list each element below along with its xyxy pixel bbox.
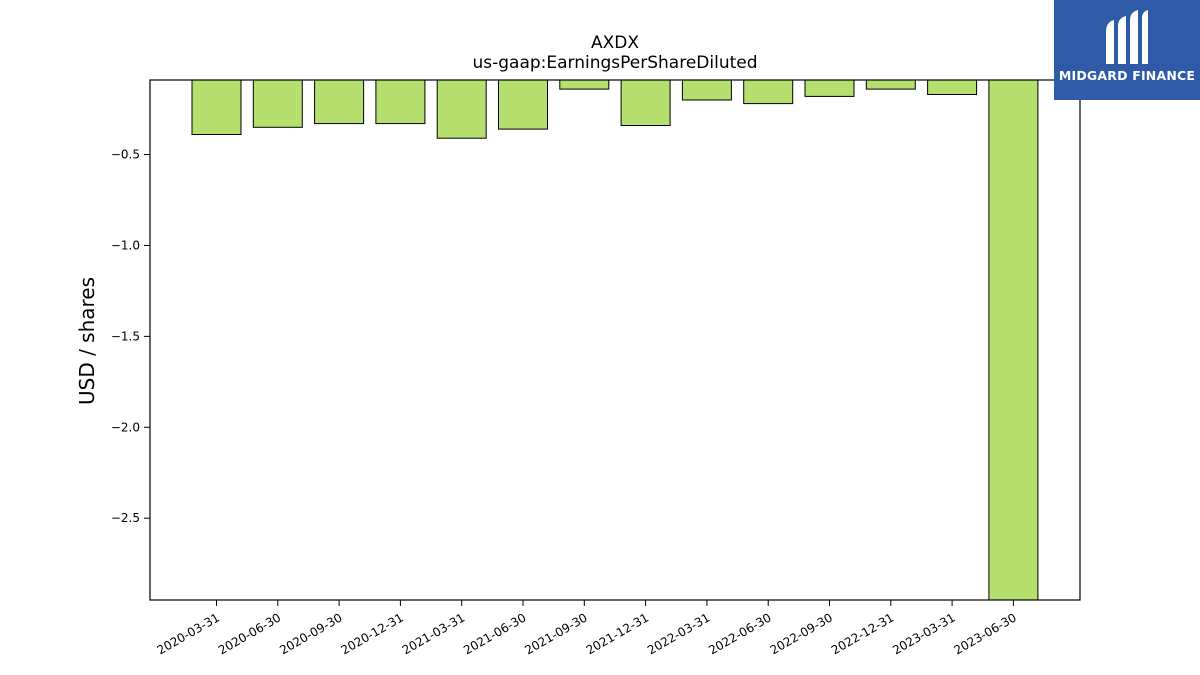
bar-2022-06-30 (743, 79, 794, 105)
bar-2021-06-30 (498, 79, 548, 130)
chart-subtitle: us-gaap:EarningsPerShareDiluted (472, 53, 757, 73)
y-tick-label: −2.5 (111, 511, 140, 525)
brand-name: MIDGARD FINANCE (1058, 68, 1196, 83)
y-tick-label: −1.0 (111, 238, 140, 252)
bar-2022-09-30 (804, 79, 855, 97)
x-tick-label: 2021-09-30 (522, 610, 589, 657)
bar-2020-12-31 (375, 79, 426, 125)
bar-2021-03-31 (436, 79, 487, 139)
brand-logo: MIDGARD FINANCE (1054, 0, 1200, 100)
x-tick-label: 2023-03-31 (890, 610, 957, 657)
y-axis-label: USD / shares (75, 277, 99, 405)
x-tick-label: 2020-09-30 (277, 610, 344, 657)
y-ticks-group: −0.5 −1.0 −1.5 −2.0 −2.5 (111, 148, 150, 525)
bar-2021-12-31 (620, 79, 671, 126)
chart-title: AXDX (591, 33, 639, 53)
x-tick-label: 2022-12-31 (829, 610, 896, 657)
bar-2023-03-31 (927, 79, 978, 95)
x-tick-label: 2021-12-31 (584, 610, 651, 657)
y-tick-label: −1.5 (111, 329, 140, 343)
x-tick-label: 2020-03-31 (155, 610, 222, 657)
bars-group (191, 79, 1039, 601)
x-ticks-group: 2020-03-312020-06-302020-09-302020-12-31… (155, 600, 1019, 657)
bar-2022-12-31 (865, 79, 916, 90)
midgard-m-logo-icon (1106, 10, 1148, 64)
x-tick-label: 2020-12-31 (338, 610, 405, 657)
x-tick-label: 2021-03-31 (400, 610, 467, 657)
x-tick-label: 2020-06-30 (216, 610, 283, 657)
bar-2020-09-30 (314, 79, 365, 125)
y-tick-label: −2.0 (111, 420, 140, 434)
x-tick-label: 2021-06-30 (461, 610, 528, 657)
plot-frame (149, 79, 1081, 601)
bar-2020-03-31 (191, 79, 242, 135)
x-tick-label: 2022-09-30 (768, 610, 835, 657)
bar-2023-06-30 (988, 79, 1039, 601)
x-tick-label: 2022-06-30 (706, 610, 773, 657)
x-tick-label: 2023-06-30 (951, 610, 1018, 657)
bar-2020-06-30 (252, 79, 303, 128)
y-tick-label: −0.5 (111, 148, 140, 162)
bar-2021-09-30 (559, 79, 610, 90)
bar-2022-03-31 (681, 79, 732, 101)
x-tick-label: 2022-03-31 (645, 610, 712, 657)
